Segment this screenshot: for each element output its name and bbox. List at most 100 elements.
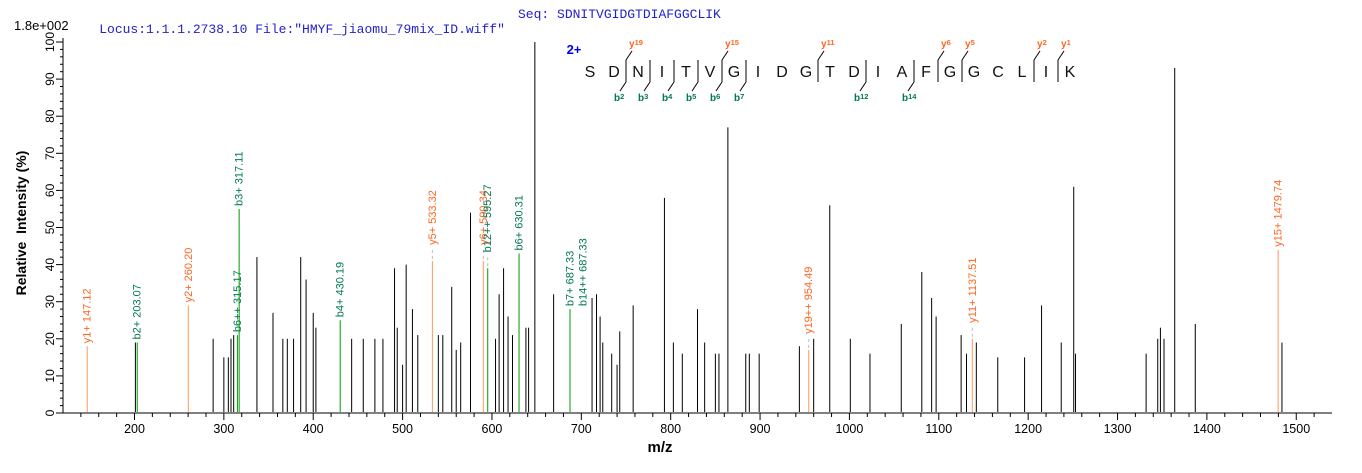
b-ion-label: b14 [902,92,917,104]
x-tick-label: 1100 [925,422,952,436]
y-tick-label: 40 [43,258,57,272]
peak-label: y19++ 954.49 [803,267,815,334]
residue-letter: I [756,64,760,81]
b-fragment-arm [715,81,723,92]
peak-label: b3+ 317.11 [234,151,246,206]
y-tick-label: 80 [43,109,57,123]
peak-label: y15+ 1479.74 [1273,180,1285,247]
x-tick-label: 1200 [1014,422,1042,436]
peak-label: b14++ 687.33 [578,238,590,306]
residue-letter: D [608,64,620,81]
residue-letter: A [897,64,908,81]
y-tick-label: 100 [43,32,57,52]
b-fragment-arm [619,81,627,92]
peak-label: y6+ 590.34 [478,190,490,245]
y-fragment-arm [1033,50,1041,61]
peak-label: b12++ 595.27 [482,184,494,252]
y-tick-label: 10 [43,369,57,383]
x-tick-label: 400 [303,422,324,436]
y-ion-label: y19 [629,38,643,50]
b-ion-label: b2 [614,92,624,104]
y-fragment-arm [721,50,729,61]
peak-label: b4+ 430.19 [335,262,347,317]
y-ion-label: y5 [965,38,975,50]
seq-value: SDNITVGIDGTDIAFGGCLIK [557,7,721,22]
peak-label: y2+ 260.20 [183,248,195,303]
y-ion-label: y2 [1037,38,1047,50]
b-ion-label: b4 [662,92,673,104]
residue-letter: G [800,64,812,81]
residue-letter: T [825,64,835,81]
b-fragment-arm [667,81,675,92]
x-tick-label: 1000 [836,422,864,436]
residue-letter: I [1044,64,1048,81]
x-tick-label: 700 [571,422,592,436]
x-tick-label: 300 [213,422,234,436]
locus-file-text: Locus:1.1.1.2738.10 File:"HMYF_jiaomu_79… [99,22,505,37]
b-ion-label: b5 [686,92,696,104]
y-ion-label: y1 [1061,38,1071,50]
residue-letter: G [728,64,740,81]
peak-label: b7+ 687.33 [565,251,577,306]
b-ion-label: b3 [638,92,648,104]
x-tick-label: 900 [750,422,771,436]
y-fragment-arm [817,50,825,61]
y-tick-label: 30 [43,295,57,309]
residue-letter: C [992,64,1004,81]
peak-label: y1+ 147.12 [82,288,94,343]
y-ion-label: y11 [821,38,835,50]
x-tick-label: 500 [392,422,413,436]
y-tick-label: 0 [43,409,57,416]
b-fragment-arm [643,81,651,92]
seq-label: Seq: [518,7,550,22]
residue-letter: D [776,64,788,81]
residue-letter: F [921,64,931,81]
peak-label: y5+ 533.32 [427,190,439,245]
peak-label: b2+ 203.07 [132,284,144,339]
x-tick-label: 1300 [1104,422,1132,436]
sequence-header: Seq: SDNITVGIDGTDIAFGGCLIK [518,7,721,22]
y-ion-label: y6 [941,38,951,50]
peak-label: y11+ 1137.51 [967,257,979,322]
x-tick-label: 600 [482,422,503,436]
b-ion-label: b6 [710,92,720,104]
residue-letter: K [1065,64,1076,81]
b-fragment-arm [739,81,747,92]
y-ion-label: y15 [725,38,739,50]
residue-letter: T [681,64,691,81]
b-fragment-arm [859,81,867,92]
y-fragment-arm [1057,50,1065,61]
b-fragment-arm [907,81,915,92]
residue-letter: V [705,64,716,81]
y-fragment-arm [937,50,945,61]
max-intensity-label: 1.8e+002 [14,18,69,33]
y-tick-label: 70 [43,146,57,160]
y-tick-label: 60 [43,183,57,197]
x-tick-label: 200 [124,422,145,436]
x-tick-label: 800 [660,422,681,436]
residue-letter: G [944,64,956,81]
b-ion-label: b7 [734,92,744,104]
y-tick-label: 90 [43,72,57,86]
b-fragment-arm [691,81,699,92]
peak-label: b6++ 315.17 [232,270,244,332]
residue-letter: L [1018,64,1027,81]
b-ion-label: b12 [854,92,868,104]
header-line: Locus:1.1.1.2738.10 File:"HMYF_jiaomu_79… [68,7,721,67]
peak-label: b6+ 630.31 [514,195,526,250]
residue-letter: I [876,64,880,81]
x-tick-label: 1400 [1193,422,1221,436]
residue-letter: S [585,64,596,81]
y-fragment-arm [961,50,969,61]
x-axis-title: m/z [647,439,673,456]
residue-letter: D [848,64,860,81]
residue-letter: N [632,64,644,81]
y-tick-label: 50 [43,221,57,235]
residue-letter: G [968,64,980,81]
y-fragment-arm [625,50,633,61]
y-tick-label: 20 [43,332,57,346]
residue-letter: I [660,64,664,81]
precursor-charge-label: 2+ [567,42,582,57]
